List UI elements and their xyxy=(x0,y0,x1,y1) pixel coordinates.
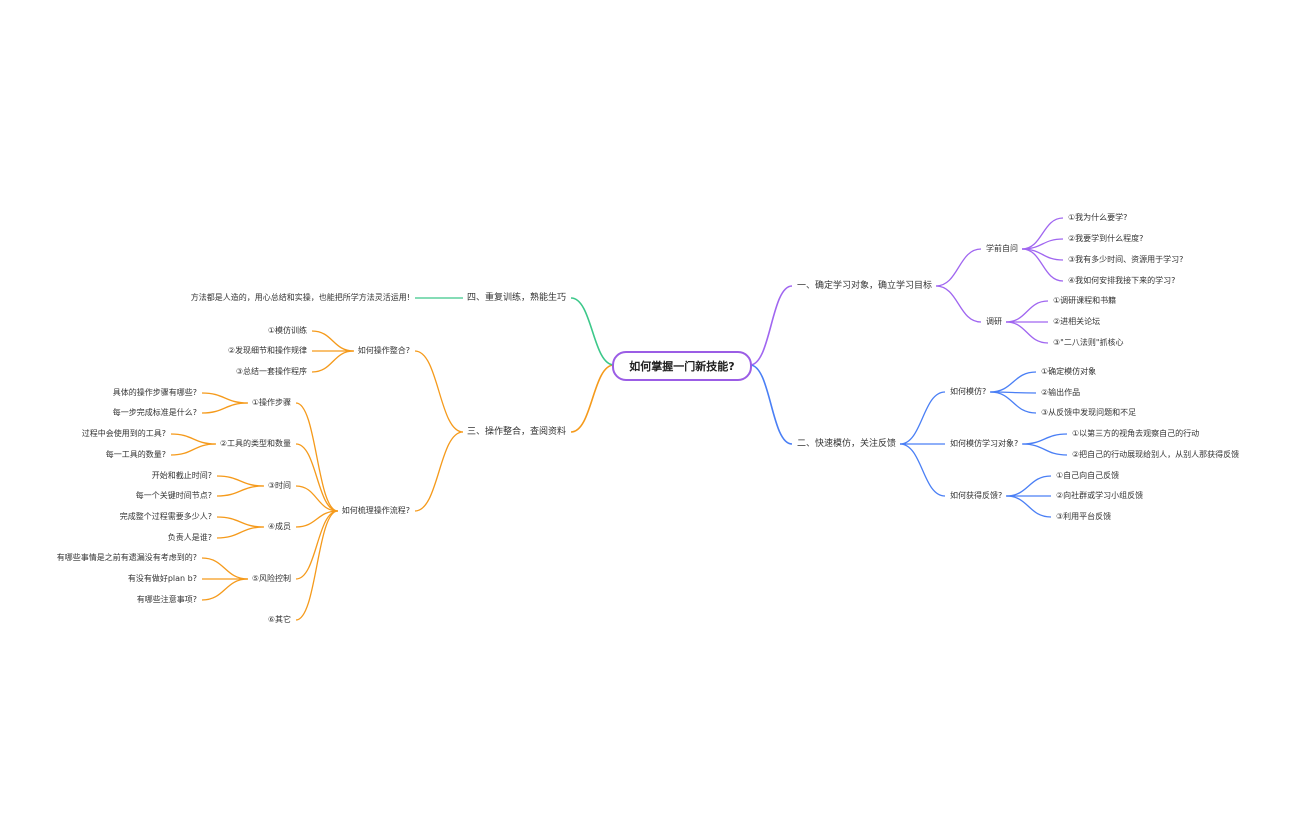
connector-line xyxy=(295,485,338,512)
topic-level-3[interactable]: ①自己向自己反馈 xyxy=(1056,471,1120,480)
connector-line xyxy=(295,402,338,512)
connector-line xyxy=(1022,433,1068,445)
topic-level-3[interactable]: ②发现细节和操作规律 xyxy=(227,346,307,355)
topic-level-4[interactable]: 有没有做好plan b? xyxy=(127,574,197,583)
topic-level-3[interactable]: ③我有多少时间、资源用于学习? xyxy=(1068,255,1184,264)
topic-level-3[interactable]: ①确定模仿对象 xyxy=(1041,367,1097,376)
topic-level-1[interactable]: 四、重复训练，熟能生巧 xyxy=(466,293,566,303)
topic-level-4[interactable]: 每一步完成标准是什么? xyxy=(112,408,197,417)
topic-level-2[interactable]: 学前自问 xyxy=(986,244,1018,253)
topic-level-3[interactable]: ⑤风险控制 xyxy=(251,574,291,583)
connector-line xyxy=(201,402,248,414)
topic-level-1[interactable]: 一、确定学习对象，确立学习目标 xyxy=(797,281,933,291)
topic-level-1[interactable]: 三、操作整合，查阅资料 xyxy=(466,427,566,437)
connector-line xyxy=(170,433,216,445)
topic-level-3[interactable]: ①调研课程和书籍 xyxy=(1053,296,1117,305)
topic-level-4[interactable]: 过程中会使用到的工具? xyxy=(81,429,166,438)
connector-line xyxy=(295,510,338,621)
connector-line xyxy=(201,578,248,601)
topic-level-3[interactable]: ③"二八法则"抓核心 xyxy=(1053,338,1124,347)
connector-line xyxy=(295,510,338,528)
connector-line xyxy=(216,485,264,497)
topic-level-3[interactable]: ③利用平台反馈 xyxy=(1056,512,1112,521)
topic-level-3[interactable]: ①模仿训练 xyxy=(267,326,307,335)
topic-level-3[interactable]: ③总结一套操作程序 xyxy=(235,367,307,376)
connector-line xyxy=(1022,443,1068,456)
connector-line xyxy=(570,364,615,433)
topic-level-3[interactable]: ②我要学到什么程度? xyxy=(1068,234,1144,243)
connector-line xyxy=(201,392,248,404)
topic-level-4[interactable]: 开始和截止时间? xyxy=(151,471,212,480)
topic-level-2[interactable]: 如何模仿? xyxy=(950,387,987,396)
topic-level-3[interactable]: ④成员 xyxy=(267,522,291,531)
topic-level-4[interactable]: 具体的操作步骤有哪些? xyxy=(112,388,197,397)
topic-level-2[interactable]: 如何模仿学习对象? xyxy=(950,439,1019,448)
topic-level-4[interactable]: 完成整个过程需要多少人? xyxy=(119,512,212,521)
connector-line xyxy=(899,443,946,497)
connector-line xyxy=(216,516,264,528)
connector-line xyxy=(570,297,615,366)
topic-level-3[interactable]: ②把自己的行动展现给别人，从别人那获得反馈 xyxy=(1072,450,1240,459)
topic-level-4[interactable]: 每一工具的数量? xyxy=(105,450,166,459)
topic-level-3[interactable]: ②工具的类型和数量 xyxy=(219,439,291,448)
topic-level-2[interactable]: 如何操作整合? xyxy=(357,346,410,355)
topic-level-3[interactable]: ④我如何安排我接下来的学习? xyxy=(1068,276,1176,285)
connector-line xyxy=(311,350,354,373)
connector-line xyxy=(311,330,354,352)
topic-level-2[interactable]: 如何获得反馈? xyxy=(950,491,1003,500)
topic-level-3[interactable]: ②输出作品 xyxy=(1041,388,1081,397)
connector-line xyxy=(1006,475,1052,497)
topic-level-3[interactable]: ③时间 xyxy=(267,481,291,490)
connector-line xyxy=(990,371,1037,393)
topic-level-3[interactable]: ①我为什么要学? xyxy=(1068,213,1128,222)
connector-line xyxy=(216,526,264,539)
central-topic[interactable]: 如何掌握一门新技能? xyxy=(612,351,752,381)
topic-level-4[interactable]: 有哪些事情是之前有遗漏没有考虑到的? xyxy=(56,553,197,562)
connector-line xyxy=(216,475,264,487)
topic-level-3[interactable]: ③从反馈中发现问题和不足 xyxy=(1041,408,1137,417)
topic-level-2[interactable]: 方法都是人造的，用心总结和实操，也能把所学方法灵活运用! xyxy=(190,293,410,302)
connector-line xyxy=(1021,248,1064,282)
topic-level-3[interactable]: ①以第三方的视角去观察自己的行动 xyxy=(1072,429,1200,438)
topic-level-3[interactable]: ②向社群或学习小组反馈 xyxy=(1056,491,1144,500)
connector-line xyxy=(170,443,216,456)
topic-level-4[interactable]: 负责人是谁? xyxy=(167,533,212,542)
connector-line xyxy=(990,391,1037,414)
topic-level-2[interactable]: 如何梳理操作流程? xyxy=(341,506,410,515)
topic-level-2[interactable]: 调研 xyxy=(986,317,1002,326)
connector-line xyxy=(1005,321,1049,344)
connector-line xyxy=(295,443,338,512)
connector-line xyxy=(295,510,338,580)
topic-level-3[interactable]: ①操作步骤 xyxy=(251,398,291,407)
topic-level-3[interactable]: ⑥其它 xyxy=(267,615,291,624)
connector-line xyxy=(935,285,982,323)
connector-line xyxy=(935,248,982,287)
topic-level-3[interactable]: ②进相关论坛 xyxy=(1053,317,1101,326)
connector-line xyxy=(1006,495,1052,518)
connector-line xyxy=(899,391,946,445)
topic-level-4[interactable]: 每一个关键时间节点? xyxy=(135,491,212,500)
connector-line xyxy=(1005,300,1049,323)
connector-line xyxy=(749,285,793,366)
connector-line xyxy=(414,431,464,512)
connector-line xyxy=(201,557,248,580)
topic-level-1[interactable]: 二、快速模仿，关注反馈 xyxy=(797,439,897,449)
topic-level-4[interactable]: 有哪些注意事项? xyxy=(136,595,197,604)
connector-line xyxy=(414,350,464,433)
connector-line xyxy=(749,364,793,445)
